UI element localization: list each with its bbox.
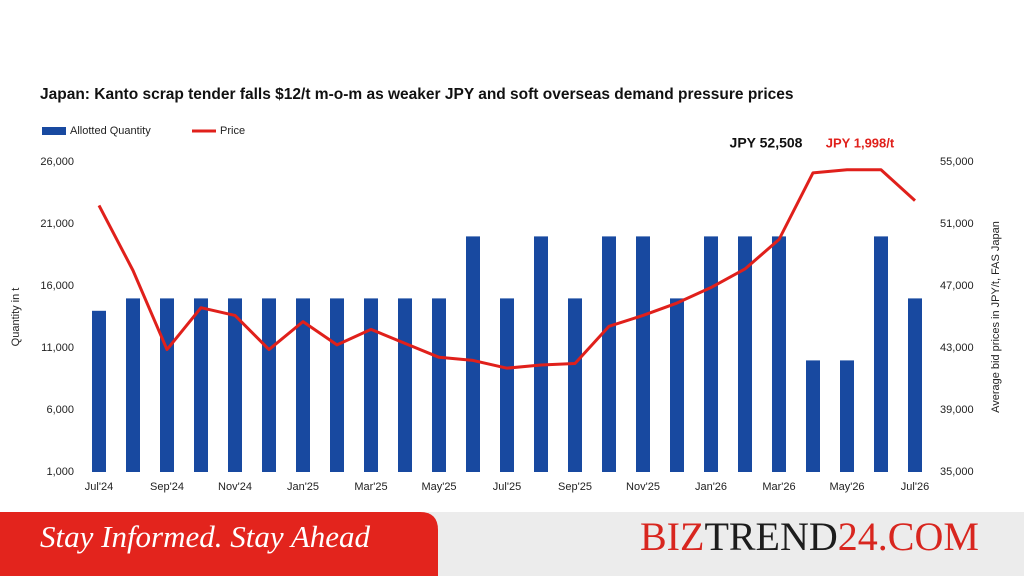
- annotation: JPY 1,998/t: [826, 135, 895, 150]
- legend-label: Allotted Quantity: [70, 125, 151, 137]
- bar: [296, 298, 310, 472]
- bar: [908, 298, 922, 472]
- x-tick-label: Sep'25: [558, 481, 592, 493]
- x-tick-label: Sep'24: [150, 481, 184, 493]
- x-tick-label: Mar'26: [762, 481, 795, 493]
- x-tick-label: Nov'24: [218, 481, 252, 493]
- y2-tick-label: 43,000: [940, 342, 974, 354]
- y-tick-label: 11,000: [41, 342, 74, 354]
- legend-swatch: [42, 127, 66, 135]
- x-tick-label: Jan'25: [287, 481, 319, 493]
- y-tick-label: 26,000: [40, 156, 74, 168]
- bar: [262, 298, 276, 472]
- x-tick-label: Nov'25: [626, 481, 660, 493]
- y2-tick-label: 39,000: [940, 404, 974, 416]
- price-line: [97, 168, 917, 370]
- y-tick-label: 16,000: [40, 280, 74, 292]
- bar: [194, 298, 208, 472]
- bar: [806, 360, 820, 472]
- brand: BIZTREND24.COM: [640, 514, 979, 559]
- y-axis-label: Quantity in t: [10, 288, 22, 347]
- bar: [602, 236, 616, 472]
- y2-tick-label: 55,000: [940, 156, 974, 168]
- brand-part: BIZ: [640, 514, 704, 559]
- bar: [500, 298, 514, 472]
- bar: [364, 298, 378, 472]
- bar: [228, 298, 242, 472]
- x-tick-label: Jan'26: [695, 481, 727, 493]
- bar: [670, 298, 684, 472]
- bar: [874, 236, 888, 472]
- x-tick-label: May'25: [421, 481, 456, 493]
- x-tick-label: Mar'25: [354, 481, 387, 493]
- brand-part: TREND: [704, 514, 837, 559]
- annotation: JPY 52,508: [730, 135, 803, 151]
- bar: [432, 298, 446, 472]
- bar: [840, 360, 854, 472]
- bar: [330, 298, 344, 472]
- chart-title: Japan: Kanto scrap tender falls $12/t m-…: [40, 86, 794, 103]
- x-tick-label: Jul'26: [901, 481, 929, 493]
- plot-area: 1,000 6,000 11,000 16,000 21,000 26,000 35,000…: [40, 125, 973, 493]
- bar: [772, 236, 786, 472]
- bar: [636, 236, 650, 472]
- y2-tick-label: 47,000: [940, 280, 974, 292]
- y-tick-label: 6,000: [46, 404, 74, 416]
- brand-part: 24.COM: [838, 514, 979, 559]
- bar: [126, 298, 140, 472]
- x-tick-label: Jul'25: [493, 481, 521, 493]
- bar: [704, 236, 718, 472]
- y2-axis-label: Average bid prices in JPY/t, FAS Japan: [990, 221, 1002, 413]
- y2-tick-label: 51,000: [940, 218, 974, 230]
- slogan: Stay Informed. Stay Ahead: [40, 519, 371, 554]
- x-tick-label: May'26: [829, 481, 864, 493]
- bar: [398, 298, 412, 472]
- bar: [92, 310, 106, 472]
- bar: [738, 236, 752, 472]
- bar: [568, 298, 582, 472]
- y2-tick-label: 35,000: [940, 466, 974, 478]
- bar: [534, 236, 548, 472]
- y-tick-label: 1,000: [46, 466, 74, 478]
- x-tick-label: Jul'24: [85, 481, 113, 493]
- legend-label: Price: [220, 125, 245, 137]
- y-tick-label: 21,000: [40, 218, 74, 230]
- bar: [160, 298, 174, 472]
- slogan-banner: [0, 512, 438, 576]
- bar: [466, 236, 480, 472]
